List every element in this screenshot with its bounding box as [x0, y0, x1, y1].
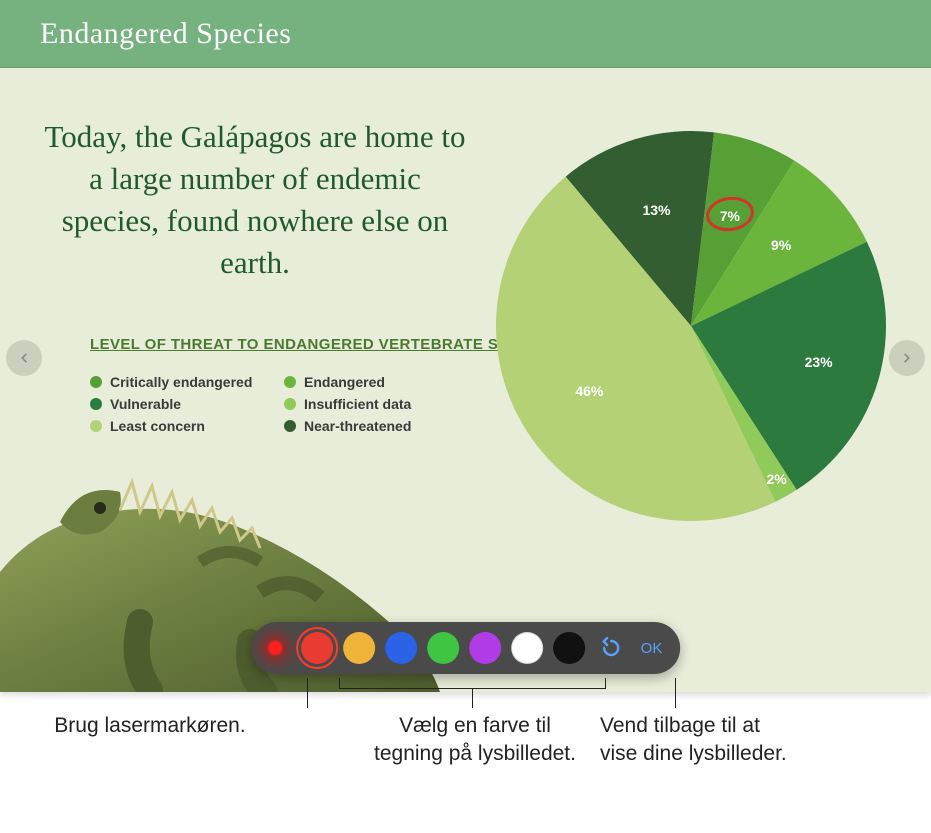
pie-chart: 13% 7% 9% 23% 2% 46% [491, 126, 891, 526]
color-green-button[interactable] [427, 632, 459, 664]
legend-swatch [284, 420, 296, 432]
callout-line [307, 678, 308, 708]
callout-line [675, 678, 676, 708]
chevron-left-icon [17, 351, 31, 365]
callout-colors: Vælg en farve til tegning på lysbilledet… [370, 712, 580, 769]
section-title: LEVEL OF THREAT TO ENDANGERED VERTEBRATE… [90, 336, 556, 353]
undo-icon [599, 636, 623, 660]
prev-slide-button[interactable] [6, 340, 42, 376]
callout-line [472, 688, 473, 708]
color-red-button[interactable] [301, 632, 333, 664]
legend-label: Critically endangered [110, 374, 252, 390]
pie-label: 2% [766, 471, 786, 487]
legend-label: Insufficient data [304, 396, 411, 412]
legend-item: Critically endangered [90, 374, 280, 390]
legend-swatch [90, 376, 102, 388]
legend-label: Endangered [304, 374, 385, 390]
callout-line [339, 678, 340, 689]
legend-label: Near-threatened [304, 418, 411, 434]
callout-ok: Vend tilbage til at vise dine lysbillede… [600, 712, 800, 769]
drawing-toolbar: OK [251, 622, 681, 674]
legend: Critically endangered Endangered Vulnerabl… [90, 374, 474, 434]
pie-label: 23% [805, 354, 833, 370]
legend-item: Near-threatened [284, 418, 474, 434]
legend-swatch [90, 398, 102, 410]
slide-header: Endangered Species [0, 0, 931, 68]
legend-swatch [284, 376, 296, 388]
color-purple-button[interactable] [469, 632, 501, 664]
next-slide-button[interactable] [889, 340, 925, 376]
pie-label: 9% [771, 237, 791, 253]
callout-line [605, 678, 606, 689]
slide-title: Endangered Species [40, 17, 291, 51]
legend-item: Vulnerable [90, 396, 280, 412]
undo-button[interactable] [595, 632, 627, 664]
legend-item: Least concern [90, 418, 280, 434]
legend-item: Endangered [284, 374, 474, 390]
pie-label: 46% [575, 383, 603, 399]
color-white-button[interactable] [511, 632, 543, 664]
callout-laser: Brug lasermarkøren. [0, 712, 300, 740]
legend-swatch [284, 398, 296, 410]
pie-label: 7% [720, 208, 740, 224]
legend-label: Least concern [110, 418, 205, 434]
legend-label: Vulnerable [110, 396, 181, 412]
slide: Endangered Species Today, the Galápagos … [0, 0, 931, 692]
chevron-right-icon [900, 351, 914, 365]
legend-item: Insufficient data [284, 396, 474, 412]
color-yellow-button[interactable] [343, 632, 375, 664]
pie-label: 13% [642, 202, 670, 218]
legend-swatch [90, 420, 102, 432]
color-black-button[interactable] [553, 632, 585, 664]
laser-pointer-button[interactable] [265, 638, 285, 658]
color-blue-button[interactable] [385, 632, 417, 664]
ok-button[interactable]: OK [641, 640, 663, 657]
slide-body-text: Today, the Galápagos are home to a large… [40, 116, 470, 283]
